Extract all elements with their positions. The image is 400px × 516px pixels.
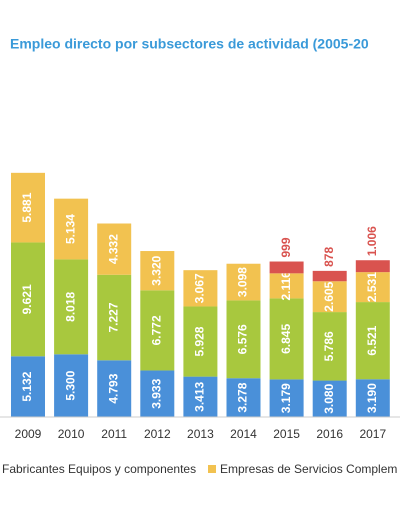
legend-label: Empresas de Servicios Complem [220,462,397,476]
x-tick-label: 2012 [144,427,171,441]
bar-segment [269,273,304,299]
value-label: 7.227 [106,302,120,332]
value-label: 3.098 [236,267,250,297]
chart-title: Empleo directo por subsectores de activi… [10,36,369,52]
value-label: 5.786 [322,331,336,361]
value-label: 6.772 [149,315,163,345]
bar-segment [226,300,261,379]
value-label: 2.605 [322,281,336,311]
value-label: 4.332 [106,234,120,264]
value-label: 6.521 [365,325,379,355]
value-label: 3.278 [236,382,250,412]
bar-segment [312,281,347,313]
bar-segment [140,370,175,417]
bar-segment [355,260,390,273]
bar-segment [355,379,390,417]
bar-segment [355,302,390,380]
bar-segment [269,379,304,417]
bar-segment [183,270,218,307]
bar-segment [269,298,304,380]
bar-segment [54,198,89,260]
x-tick-label: 2010 [58,427,85,441]
value-label: 5.132 [20,371,34,401]
x-tick-label: 2016 [316,427,343,441]
bar-segment [140,290,175,371]
legend-marker [208,465,216,473]
bar-segment [226,263,261,301]
value-label: 5.300 [63,370,77,400]
value-label: 3.179 [279,383,293,413]
value-label: 9.621 [20,284,34,314]
value-label: 2.531 [365,272,379,302]
value-label: 5.928 [193,326,207,356]
bar-segment [312,270,347,282]
x-tick-label: 2015 [273,427,300,441]
value-label: 878 [322,247,336,267]
bar-segment [97,274,132,361]
bar-segment [54,259,89,355]
bar-segment [269,261,304,274]
bar-segment [312,312,347,381]
x-tick-label: 2009 [15,427,42,441]
value-label: 6.576 [236,324,250,354]
value-label: 3.413 [193,381,207,411]
x-tick-label: 2011 [101,427,127,441]
value-label: 4.793 [106,373,120,403]
value-label: 5.134 [63,214,77,244]
bar-segment [11,172,45,243]
bar-segment [11,356,45,417]
value-label: 3.320 [149,255,163,285]
bar-segment [97,360,132,417]
value-label: 3.067 [193,273,207,303]
value-label: 3.933 [149,378,163,408]
value-label: 6.845 [279,324,293,354]
bar-segment [97,223,132,275]
x-tick-label: 2014 [230,427,257,441]
value-label: 3.190 [365,383,379,413]
value-label: 999 [279,237,293,257]
x-tick-label: 2013 [187,427,214,441]
bar-segment [312,380,347,417]
value-label: 1.006 [365,226,379,256]
value-label: 5.881 [20,192,34,222]
bar-segment [54,354,89,417]
x-tick-label: 2017 [359,427,386,441]
bar-segment [226,378,261,417]
value-label: 2.116 [279,271,293,301]
bar-segment [11,242,45,357]
value-label: 8.018 [63,292,77,322]
bar-segment [140,251,175,291]
bar-segment [183,306,218,377]
legend-label: Fabricantes Equipos y componentes [2,462,196,476]
bar-segment [183,376,218,417]
bar-segment [355,272,390,303]
value-label: 3.080 [322,383,336,413]
